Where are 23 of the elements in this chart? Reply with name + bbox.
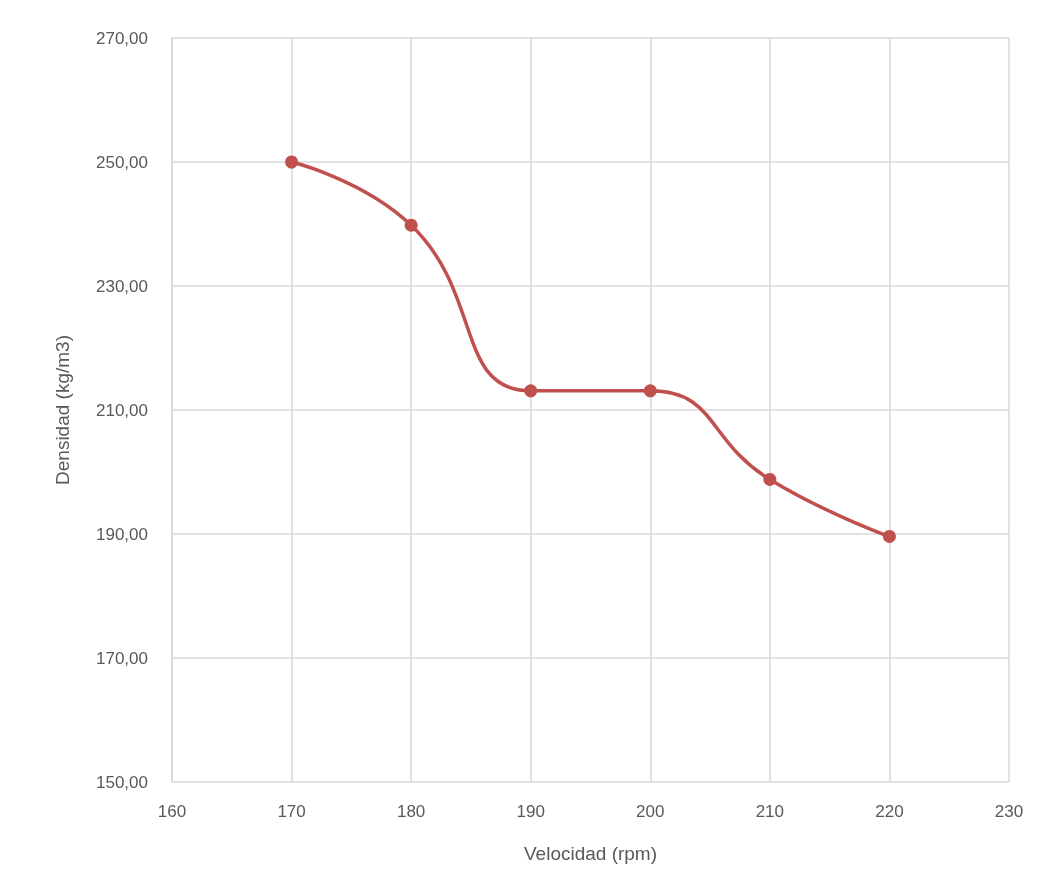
y-tick-label: 170,00 [96,648,148,668]
y-axis-title: Densidad (kg/m3) [52,335,73,485]
y-tick-label: 150,00 [96,772,148,792]
point [285,155,299,169]
x-axis-title: Velocidad (rpm) [523,843,658,864]
x-tick-label: 170 [277,802,306,821]
y-tick-label: 230,00 [96,276,148,296]
y-tick-label: 190,00 [96,524,148,544]
x-tick-label: 200 [636,802,665,821]
x-tick-label: 220 [875,802,904,821]
point [404,218,418,232]
y-tick-label: 250,00 [96,152,148,172]
point [643,384,657,398]
y-tick-label: 210,00 [96,400,148,420]
y-tick-label: 270,00 [96,28,148,48]
point [763,472,777,486]
x-tick-label: 210 [755,802,785,821]
point [524,384,538,398]
x-tick-label: 230 [994,802,1024,821]
point [882,529,896,543]
x-tick-label: 190 [516,802,545,821]
x-tick-label: 180 [396,802,426,821]
x-tick-label: 160 [157,802,187,821]
